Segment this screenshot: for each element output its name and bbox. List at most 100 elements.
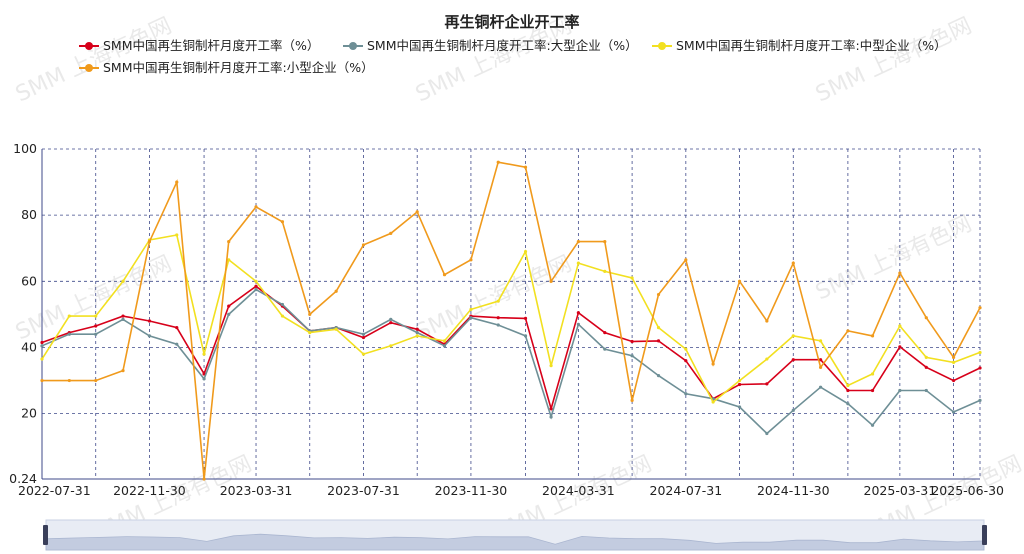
data-point[interactable] <box>415 330 419 335</box>
data-point[interactable] <box>361 243 366 247</box>
data-point[interactable] <box>737 378 742 383</box>
data-point[interactable] <box>496 299 500 303</box>
data-point[interactable] <box>121 279 125 283</box>
legend[interactable]: SMM中国再生铜制杆月度开工率（%） SMM中国再生铜制杆月度开工率:大型企业（%… <box>79 38 947 75</box>
data-point[interactable] <box>684 359 688 363</box>
data-point[interactable] <box>898 271 902 275</box>
data-point[interactable] <box>791 261 795 265</box>
data-point[interactable] <box>549 279 553 283</box>
data-point[interactable] <box>254 287 258 292</box>
data-point[interactable] <box>389 231 393 235</box>
data-point[interactable] <box>924 388 928 393</box>
data-point[interactable] <box>951 355 956 360</box>
data-point[interactable] <box>280 302 285 307</box>
data-point[interactable] <box>280 314 285 318</box>
data-point[interactable] <box>630 398 634 403</box>
data-point[interactable] <box>791 358 795 362</box>
data-point[interactable] <box>846 388 850 393</box>
data-point[interactable] <box>227 304 231 308</box>
data-point[interactable] <box>67 378 71 383</box>
data-point[interactable] <box>549 415 553 419</box>
data-point[interactable] <box>415 334 419 338</box>
data-point[interactable] <box>94 332 98 336</box>
data-point[interactable] <box>656 339 661 343</box>
data-point[interactable] <box>40 344 44 348</box>
data-point[interactable] <box>737 279 742 283</box>
data-point[interactable] <box>308 312 312 316</box>
data-point[interactable] <box>846 383 850 388</box>
data-point[interactable] <box>818 339 823 343</box>
data-zoom-slider[interactable] <box>43 519 987 551</box>
data-point[interactable] <box>951 378 956 383</box>
legend-item[interactable]: SMM中国再生铜制杆月度开工率（%） <box>79 38 319 53</box>
data-point[interactable] <box>94 378 98 383</box>
data-point[interactable] <box>94 324 98 328</box>
data-point[interactable] <box>496 323 500 327</box>
data-point[interactable] <box>442 339 447 343</box>
data-point[interactable] <box>227 258 231 262</box>
data-point[interactable] <box>818 365 823 369</box>
data-point[interactable] <box>978 366 982 370</box>
data-point[interactable] <box>870 423 875 427</box>
data-point[interactable] <box>415 327 419 331</box>
data-point[interactable] <box>202 477 206 481</box>
data-point[interactable] <box>415 210 419 214</box>
data-point[interactable] <box>175 326 179 330</box>
data-point[interactable] <box>737 405 742 409</box>
data-point[interactable] <box>469 316 473 320</box>
data-point[interactable] <box>549 364 553 368</box>
data-point[interactable] <box>442 273 447 277</box>
data-point[interactable] <box>523 316 528 320</box>
data-point[interactable] <box>67 332 71 336</box>
data-point[interactable] <box>924 365 928 369</box>
data-point[interactable] <box>254 205 258 209</box>
data-point[interactable] <box>603 347 607 351</box>
data-point[interactable] <box>978 306 982 310</box>
data-point[interactable] <box>711 362 715 366</box>
data-point[interactable] <box>898 324 902 328</box>
data-point[interactable] <box>469 258 473 262</box>
data-point[interactable] <box>334 327 338 331</box>
data-point[interactable] <box>496 160 500 164</box>
data-point[interactable] <box>791 408 795 412</box>
data-point[interactable] <box>684 392 688 396</box>
data-point[interactable] <box>469 307 473 312</box>
data-point[interactable] <box>684 347 688 351</box>
data-point[interactable] <box>308 330 312 335</box>
data-point[interactable] <box>951 360 956 364</box>
data-point[interactable] <box>496 316 500 320</box>
data-point[interactable] <box>442 344 447 348</box>
data-point[interactable] <box>737 382 742 387</box>
data-point[interactable] <box>227 240 231 244</box>
data-point[interactable] <box>898 345 902 349</box>
data-point[interactable] <box>175 180 179 184</box>
data-point[interactable] <box>603 330 607 335</box>
data-point[interactable] <box>603 240 607 244</box>
legend-item[interactable]: SMM中国再生铜制杆月度开工率:小型企业（%） <box>79 60 374 75</box>
data-point[interactable] <box>147 319 152 323</box>
data-point[interactable] <box>361 335 366 340</box>
data-point[interactable] <box>765 431 769 436</box>
data-point[interactable] <box>389 317 393 321</box>
data-point[interactable] <box>361 332 366 336</box>
data-point[interactable] <box>576 322 580 326</box>
data-point[interactable] <box>121 369 125 373</box>
zoom-left-handle[interactable] <box>43 525 48 545</box>
data-point[interactable] <box>523 249 528 254</box>
data-point[interactable] <box>523 165 528 169</box>
data-point[interactable] <box>818 385 823 389</box>
data-point[interactable] <box>656 326 661 330</box>
data-point[interactable] <box>254 284 258 288</box>
data-point[interactable] <box>227 312 231 316</box>
data-point[interactable] <box>765 382 769 386</box>
data-point[interactable] <box>818 358 823 362</box>
data-point[interactable] <box>389 321 393 325</box>
data-point[interactable] <box>870 334 875 338</box>
data-point[interactable] <box>254 279 258 283</box>
data-point[interactable] <box>978 350 982 355</box>
data-point[interactable] <box>334 289 338 293</box>
data-point[interactable] <box>202 377 206 381</box>
data-point[interactable] <box>630 276 634 280</box>
data-point[interactable] <box>280 220 285 224</box>
data-point[interactable] <box>549 407 553 411</box>
